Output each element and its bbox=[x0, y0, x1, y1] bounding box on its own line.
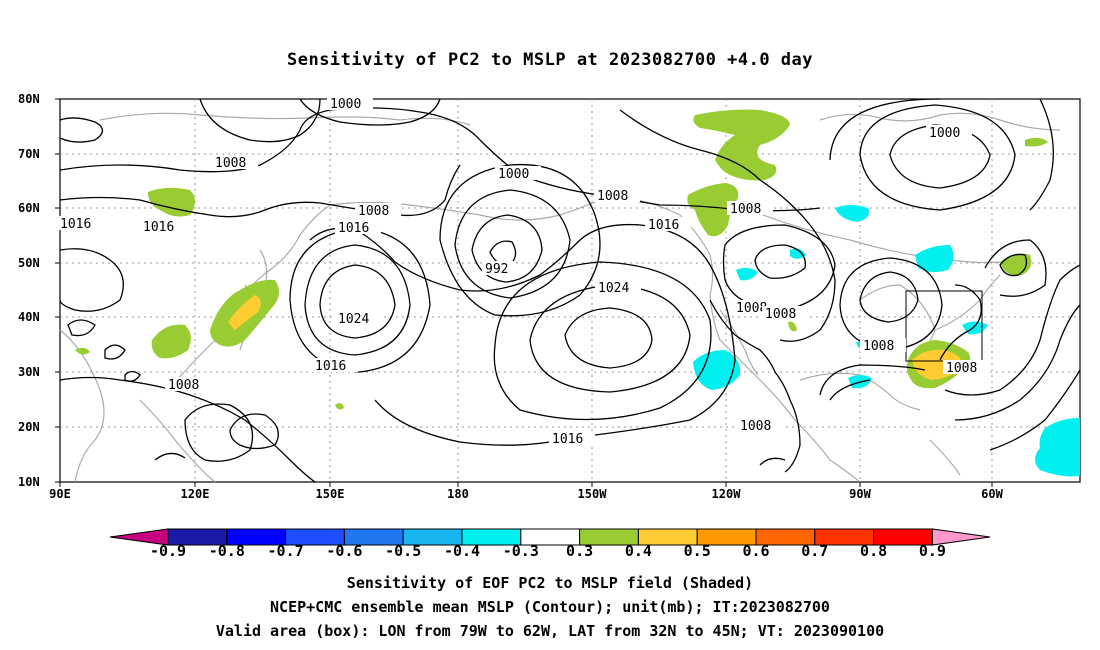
colorbar-label: -0.9 bbox=[149, 542, 187, 560]
colorbar-label: 0.6 bbox=[742, 542, 770, 560]
contour-label-1016: 1016 bbox=[60, 217, 91, 232]
contour-label-1008: 1008 bbox=[740, 419, 771, 434]
contour-label-1016: 1016 bbox=[315, 359, 346, 374]
lat-label-30n: 30N bbox=[18, 365, 40, 379]
contour-label-1008: 1008 bbox=[597, 189, 628, 204]
lon-label-150e: 150E bbox=[315, 487, 345, 501]
lon-label-90w: 90W bbox=[849, 487, 871, 501]
caption-line-2: NCEP+CMC ensemble mean MSLP (Contour); u… bbox=[270, 598, 830, 616]
lat-label-60n: 60N bbox=[18, 201, 40, 215]
colorbar-label: 0.8 bbox=[860, 542, 888, 560]
contour-label-1008: 1008 bbox=[736, 301, 767, 316]
contour-label-1008: 1008 bbox=[765, 307, 796, 322]
contour-label-1008: 1008 bbox=[168, 378, 199, 393]
contour-label-1008: 1008 bbox=[863, 339, 894, 354]
colorbar-label: 0.9 bbox=[918, 542, 946, 560]
contour-label-1000: 1000 bbox=[929, 126, 960, 141]
lon-label-60w: 60W bbox=[981, 487, 1003, 501]
contour-label-1008: 1008 bbox=[730, 202, 761, 217]
contour-label-1008: 1008 bbox=[358, 204, 389, 219]
colorbar-label: -0.6 bbox=[326, 542, 363, 560]
lon-label-120w: 120W bbox=[711, 487, 741, 501]
lat-label-50n: 50N bbox=[18, 256, 40, 270]
caption-line-1: Sensitivity of EOF PC2 to MSLP field (Sh… bbox=[346, 574, 754, 592]
lat-label-40n: 40N bbox=[18, 310, 40, 324]
gridlines bbox=[60, 99, 1080, 482]
lat-label-20n: 20N bbox=[18, 420, 40, 434]
colorbar-label: 0.4 bbox=[624, 542, 652, 560]
lat-label-70n: 70N bbox=[18, 147, 40, 161]
contour-label-1016: 1016 bbox=[143, 220, 174, 235]
lon-label-150w: 150W bbox=[577, 487, 607, 501]
colorbar-label: -0.4 bbox=[443, 542, 481, 560]
lon-label-90e: 90E bbox=[49, 487, 71, 501]
contour-label-1016: 1016 bbox=[552, 432, 583, 447]
lon-label-120e: 120E bbox=[180, 487, 210, 501]
lon-label-180: 180 bbox=[447, 487, 469, 501]
caption-line-3: Valid area (box): LON from 79W to 62W, L… bbox=[215, 622, 885, 640]
contour-label-1008: 1008 bbox=[215, 156, 246, 171]
contour-label-1000: 1000 bbox=[498, 167, 529, 182]
tick-marks bbox=[55, 98, 993, 487]
contour-label-1024: 1024 bbox=[338, 312, 369, 327]
contour-label-992: 992 bbox=[485, 262, 508, 277]
contour-labels: 1000 1000 1000 1008 1008 1008 1008 1008 … bbox=[57, 96, 989, 447]
contour-label-1016: 1016 bbox=[648, 218, 679, 233]
colorbar-label: -0.5 bbox=[385, 542, 422, 560]
colorbar-label: 0.7 bbox=[801, 542, 829, 560]
contour-label-1016: 1016 bbox=[338, 221, 369, 236]
colorbar-label: 0.3 bbox=[566, 542, 594, 560]
contour-label-1008: 1008 bbox=[946, 361, 977, 376]
chart-title: Sensitivity of PC2 to MSLP at 2023082700… bbox=[286, 50, 813, 70]
lat-label-10n: 10N bbox=[18, 475, 40, 489]
contour-label-1000: 1000 bbox=[330, 97, 361, 112]
colorbar-label: 0.5 bbox=[683, 542, 711, 560]
colorbar-label: -0.8 bbox=[208, 542, 245, 560]
colorbar-label: -0.7 bbox=[267, 542, 304, 560]
lat-label-80n: 80N bbox=[18, 92, 40, 106]
contour-label-1024: 1024 bbox=[598, 281, 629, 296]
colorbar-label: -0.3 bbox=[502, 542, 539, 560]
